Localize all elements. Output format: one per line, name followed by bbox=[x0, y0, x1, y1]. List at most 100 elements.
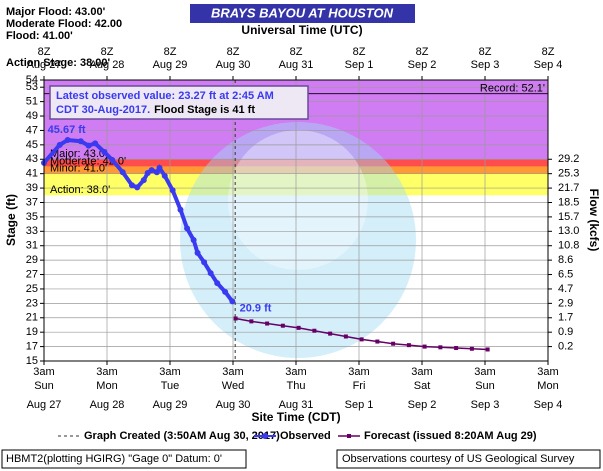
title-bar bbox=[190, 4, 415, 23]
top-tick-label: 8Z bbox=[353, 46, 366, 58]
y2-tick-label: 2.9 bbox=[558, 297, 573, 309]
top-tick-date: Sep 2 bbox=[408, 59, 437, 71]
y2-tick-label: 8.6 bbox=[558, 254, 573, 266]
observed-point bbox=[109, 156, 116, 163]
forecast-point bbox=[422, 344, 427, 349]
forecast-point bbox=[406, 343, 411, 348]
y-tick-label: 37 bbox=[26, 196, 38, 208]
y2-tick-label: 4.7 bbox=[558, 283, 573, 295]
y-tick-label: 33 bbox=[26, 225, 38, 237]
forecast-point bbox=[375, 339, 380, 344]
observed-point bbox=[134, 184, 141, 191]
x-tick-label: 3am bbox=[285, 366, 306, 378]
x-tick-day: Mon bbox=[96, 380, 117, 392]
x-tick-date: Aug 27 bbox=[27, 399, 62, 411]
x-tick-date: Sep 1 bbox=[345, 399, 374, 411]
observed-point bbox=[190, 236, 197, 243]
y2-tick-label: 21.7 bbox=[558, 182, 579, 194]
footer-right: Observations courtesy of US Geological S… bbox=[342, 453, 575, 465]
latest-line: Latest observed value: 23.27 ft at 2:45 … bbox=[56, 90, 274, 102]
top-tick-date: Aug 31 bbox=[279, 59, 314, 71]
top-tick-label: 8Z bbox=[416, 46, 429, 58]
y2-tick-label: 29.2 bbox=[558, 153, 579, 165]
observed-point bbox=[85, 142, 92, 149]
x-tick-label: 3am bbox=[222, 366, 243, 378]
x-tick-day: Mon bbox=[537, 380, 558, 392]
legend-label: Observed bbox=[280, 430, 331, 442]
x-tick-day: Sat bbox=[414, 380, 431, 392]
top-tick-date: Aug 29 bbox=[153, 59, 188, 71]
observed-point bbox=[56, 141, 63, 148]
latest-box bbox=[49, 85, 309, 120]
observed-point bbox=[194, 249, 201, 256]
header-line: Action Stage: 38.00' bbox=[6, 57, 110, 69]
top-tick-date: Aug 30 bbox=[216, 59, 251, 71]
forecast-point bbox=[454, 346, 459, 351]
y-tick-label: 53 bbox=[26, 81, 38, 93]
x-tick-date: Sep 2 bbox=[408, 399, 437, 411]
record-label: Record: 52.1' bbox=[480, 83, 545, 95]
forecast-point bbox=[438, 345, 443, 350]
flood-label: Major: 43.0' bbox=[50, 148, 107, 160]
y-tick-label: 21 bbox=[26, 312, 38, 324]
x-tick-day: Thu bbox=[287, 380, 306, 392]
top-tick-label: 8Z bbox=[542, 46, 555, 58]
observed-point bbox=[169, 187, 176, 194]
top-tick-date: Aug 28 bbox=[90, 59, 125, 71]
x-tick-date: Aug 29 bbox=[153, 399, 188, 411]
y2-tick-label: 13.0 bbox=[558, 225, 579, 237]
y-tick-label: 45 bbox=[26, 139, 38, 151]
header-line: Moderate Flood: 42.00 bbox=[6, 18, 122, 30]
observed-point bbox=[119, 169, 126, 176]
y2-tick-label: 25.3 bbox=[558, 168, 579, 180]
observed-point bbox=[214, 280, 221, 287]
observed-point bbox=[156, 164, 163, 171]
x-tick-label: 3am bbox=[96, 366, 117, 378]
y-tick-label: 43 bbox=[26, 153, 38, 165]
forecast-point bbox=[265, 321, 270, 326]
x-tick-day: Wed bbox=[222, 380, 244, 392]
y-tick-label: 39 bbox=[26, 182, 38, 194]
forecast-point bbox=[485, 347, 490, 352]
x-tick-label: 3am bbox=[537, 366, 558, 378]
forecast-point bbox=[280, 323, 285, 328]
top-tick-date: Sep 1 bbox=[345, 59, 374, 71]
annotation: 45.67 ft bbox=[48, 124, 86, 136]
forecast-point bbox=[359, 337, 364, 342]
observed-point bbox=[92, 140, 99, 147]
x-tick-date: Aug 28 bbox=[90, 399, 125, 411]
y-tick-label: 25 bbox=[26, 283, 38, 295]
footer-left: HBMT2(plotting HGIRG) "Gage 0" Datum: 0' bbox=[6, 453, 222, 465]
y-tick-label: 54 bbox=[26, 74, 38, 86]
top-axis-label: Universal Time (UTC) bbox=[241, 23, 362, 37]
x-tick-label: 3am bbox=[411, 366, 432, 378]
flood-label: Minor: 41.0' bbox=[50, 163, 107, 175]
y2-axis-label: Flow (kcfs) bbox=[587, 189, 601, 252]
y2-tick-label: 0.9 bbox=[558, 326, 573, 338]
y-tick-label: 51 bbox=[26, 96, 38, 108]
x-tick-date: Sep 4 bbox=[534, 399, 563, 411]
top-tick-date: Sep 4 bbox=[534, 59, 563, 71]
x-tick-date: Aug 31 bbox=[279, 399, 314, 411]
y-tick-label: 47 bbox=[26, 124, 38, 136]
top-tick-date: Sep 3 bbox=[471, 59, 500, 71]
flood-label: Action: 38.0' bbox=[50, 184, 110, 196]
observed-point bbox=[161, 172, 168, 179]
top-tick-label: 8Z bbox=[479, 46, 492, 58]
observed-point bbox=[148, 167, 155, 174]
top-tick-label: 8Z bbox=[101, 46, 114, 58]
y-tick-label: 31 bbox=[26, 240, 38, 252]
x-tick-date: Sep 3 bbox=[471, 399, 500, 411]
x-tick-date: Aug 30 bbox=[216, 399, 251, 411]
x-axis-label: Site Time (CDT) bbox=[251, 410, 340, 424]
latest-date: CDT 30-Aug-2017. bbox=[56, 104, 150, 116]
chart-title: BRAYS BAYOU AT HOUSTON bbox=[211, 5, 394, 20]
top-tick-label: 8Z bbox=[290, 46, 303, 58]
forecast-point bbox=[469, 346, 474, 351]
forecast-point bbox=[312, 328, 317, 333]
footer-box bbox=[1, 449, 247, 469]
y-axis-label: Stage (ft) bbox=[4, 194, 18, 246]
y-tick-label: 29 bbox=[26, 254, 38, 266]
watermark bbox=[228, 130, 368, 270]
latest-line: CDT 30-Aug-2017. Flood Stage is 41 ft bbox=[56, 104, 255, 116]
